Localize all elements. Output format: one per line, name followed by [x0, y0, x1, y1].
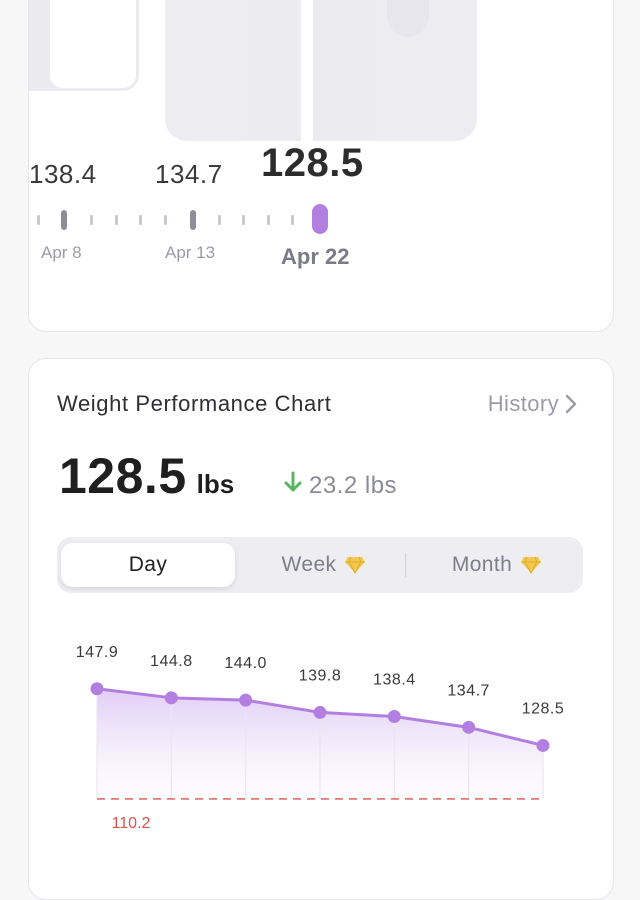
data-label: 139.8 — [299, 667, 342, 684]
chevron-right-icon — [565, 394, 577, 415]
scale-tick — [115, 215, 118, 225]
scale-tick — [37, 215, 40, 225]
data-point — [164, 691, 178, 705]
premium-gem-icon — [345, 556, 366, 575]
card-title: Weight Performance Chart — [57, 391, 332, 416]
data-label: 128.5 — [522, 700, 565, 717]
data-label: 134.7 — [447, 682, 490, 699]
premium-gem-icon — [521, 556, 542, 575]
scale-date: Apr 8 — [41, 243, 82, 262]
scale-value[interactable]: 134.7 — [155, 159, 223, 189]
goal-label: 110.2 — [112, 815, 151, 832]
scale-value[interactable]: 138.4 — [29, 159, 97, 189]
history-link[interactable]: History — [488, 391, 577, 417]
scale-tick-major — [61, 210, 67, 230]
data-point — [387, 710, 401, 724]
scale-tick — [242, 215, 245, 225]
tab-week[interactable]: Week — [249, 543, 399, 587]
scale-tick — [164, 215, 167, 225]
tab-divider — [405, 553, 406, 577]
scale-tick — [267, 215, 270, 225]
data-point — [536, 738, 550, 752]
weight-change-value: 23.2 lbs — [309, 471, 398, 499]
tab-month-label: Month — [451, 553, 513, 576]
current-weight-unit: lbs — [196, 469, 235, 499]
weight-performance-card: Weight Performance Chart History 128.5 l… — [28, 358, 614, 900]
illustration-slit — [301, 21, 313, 141]
illustration-arm — [387, 0, 429, 37]
weight-scale-card: 138.4 134.7 128.5 Apr 8 Apr 13 Apr 22 — [28, 0, 614, 332]
tab-day[interactable]: Day — [61, 543, 235, 587]
scale-tick-major — [190, 210, 196, 230]
tab-week-label: Week — [281, 553, 337, 576]
data-point — [90, 682, 104, 696]
scale-date: Apr 13 — [165, 243, 216, 262]
scale-tick — [291, 215, 294, 225]
data-label: 138.4 — [373, 672, 416, 689]
current-weight: 128.5 lbs — [59, 447, 234, 505]
current-weight-value: 128.5 — [59, 448, 187, 504]
scale-tick — [139, 215, 142, 225]
scale-date-selected: Apr 22 — [281, 244, 350, 269]
data-label: 144.8 — [150, 653, 193, 670]
illustration-panel — [49, 0, 137, 89]
weight-change: 23.2 lbs — [283, 471, 397, 500]
scale-tick — [218, 215, 221, 225]
data-point — [313, 705, 327, 719]
tab-day-label: Day — [128, 553, 168, 576]
illustration-leg-left — [241, 0, 301, 141]
data-label: 147.9 — [76, 644, 119, 661]
data-point — [462, 720, 476, 734]
arrow-down-icon — [283, 471, 303, 500]
weight-area-chart: 147.9 144.8 144.0 139.8 138.4 134.7 128.5 110.2 — [76, 644, 565, 832]
scale-value-selected[interactable]: 128.5 — [261, 141, 364, 185]
tab-month[interactable]: Month — [417, 543, 577, 587]
data-label: 144.0 — [224, 655, 267, 672]
history-label: History — [487, 391, 559, 416]
illustration-leg-right — [313, 0, 373, 141]
period-segmented-control: Day Week Month — [57, 537, 583, 593]
scale-tick-selected — [312, 204, 328, 234]
scale-tick — [90, 215, 93, 225]
data-point — [239, 693, 253, 707]
